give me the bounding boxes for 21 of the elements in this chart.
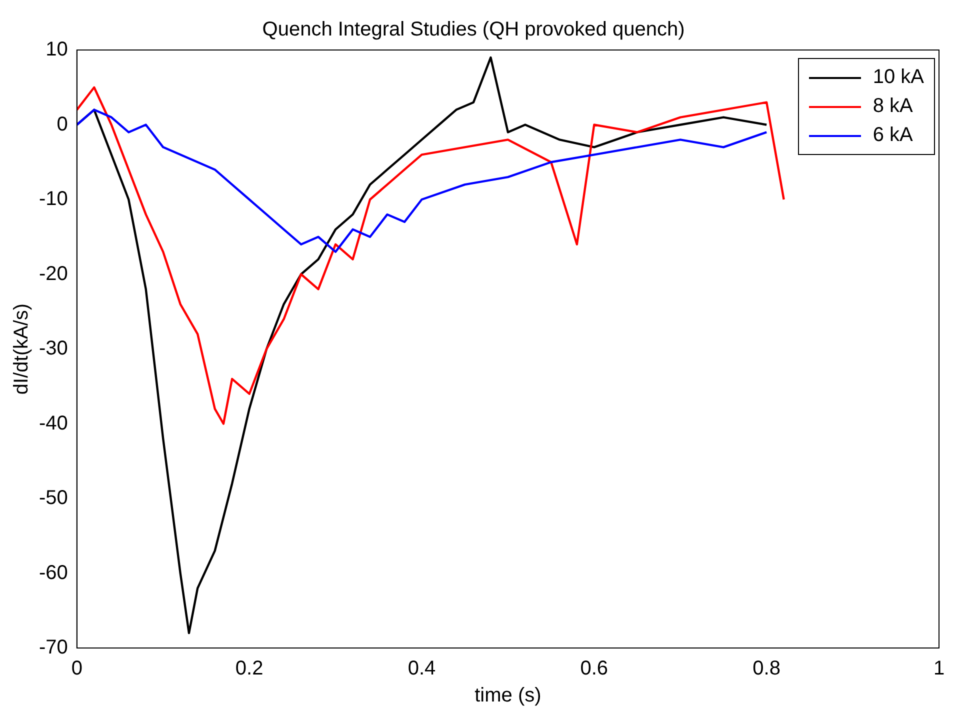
y-tick-label: 10 <box>46 38 68 61</box>
legend-label: 8 kA <box>872 95 913 118</box>
y-axis-title: dI/dt(kA/s) <box>10 303 33 395</box>
y-tick-label: -30 <box>39 338 68 360</box>
legend-label: 10 kA <box>872 66 924 89</box>
x-tick-label: 0 <box>71 658 82 680</box>
x-tick-label: 1 <box>933 658 945 680</box>
y-tick-label: -60 <box>39 562 68 584</box>
x-tick-label: 0.4 <box>408 658 436 680</box>
x-axis-title: time (s) <box>474 684 542 707</box>
y-tick-label: -70 <box>39 636 68 659</box>
y-tick-label: -10 <box>39 188 68 210</box>
chart-title: Quench Integral Studies (QH provoked quench) <box>262 18 685 41</box>
y-tick-label: 0 <box>56 113 68 136</box>
x-tick-label: 0.2 <box>235 658 264 680</box>
y-tick-label: -20 <box>39 262 68 285</box>
x-tick-label: 0.8 <box>752 658 780 680</box>
legend-label: 6 kA <box>872 124 913 147</box>
y-tick-label: -40 <box>39 412 68 434</box>
x-tick-label: 0.6 <box>580 658 608 680</box>
y-tick-label: -50 <box>39 487 68 510</box>
